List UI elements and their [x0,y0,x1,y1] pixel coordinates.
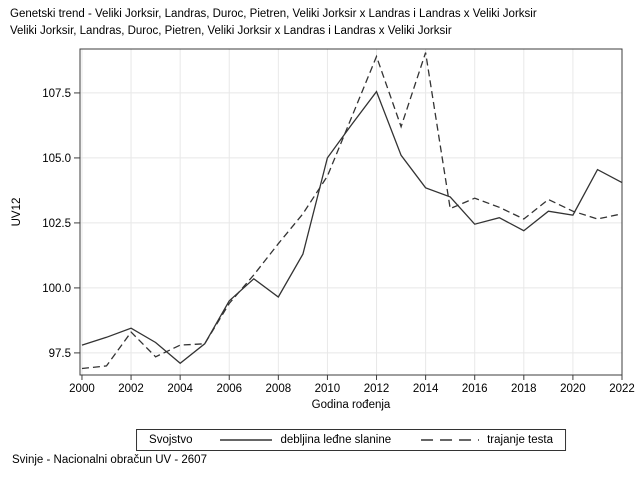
legend-item-solid: debljina leđne slanine [220,434,391,446]
chart-title-line2: Veliki Jorksir, Landras, Duroc, Pietren,… [10,25,452,37]
solid-line-swatch-icon [220,439,273,441]
x-tick-label: 2002 [118,383,144,395]
legend-item-dashed: trajanje testa [421,434,553,446]
x-tick-label: 2014 [413,383,439,395]
x-tick-label: 2000 [69,383,95,395]
x-tick-label: 2016 [462,383,488,395]
x-tick-label: 2006 [216,383,242,395]
x-axis-title: Godina rođenja [312,399,391,411]
footnote: Svinje - Nacionalni obračun UV - 2607 [12,454,207,466]
x-tick-label: 2008 [266,383,292,395]
y-tick-label: 100.0 [42,283,71,295]
legend-title: Svojstvo [149,434,193,446]
solid-series-line [81,90,623,365]
y-axis-title: UV12 [11,198,23,227]
chart-title-line1: Genetski trend - Veliki Jorksir, Landras… [10,8,537,20]
y-tick-label: 107.5 [42,88,71,100]
dashed-series-line [81,52,623,370]
x-tick-label: 2020 [560,383,586,395]
y-tick-label: 105.0 [42,153,71,165]
y-tick-label: 102.5 [42,218,71,230]
x-tick-label: 2012 [364,383,390,395]
legend-item-label: trajanje testa [487,434,553,446]
x-tick-label: 2010 [315,383,341,395]
y-tick-label: 97.5 [49,348,71,360]
x-tick-label: 2018 [511,383,537,395]
x-tick-label: 2004 [167,383,193,395]
plot-frame [79,48,623,376]
dashed-line-swatch-icon [421,439,480,441]
legend-item-label: debljina leđne slanine [280,434,392,446]
legend-box: Svojstvo debljina leđne slanine trajanje… [136,429,566,451]
chart-titles: Genetski trend - Veliki Jorksir, Landras… [10,6,537,40]
x-tick-label: 2022 [609,383,635,395]
